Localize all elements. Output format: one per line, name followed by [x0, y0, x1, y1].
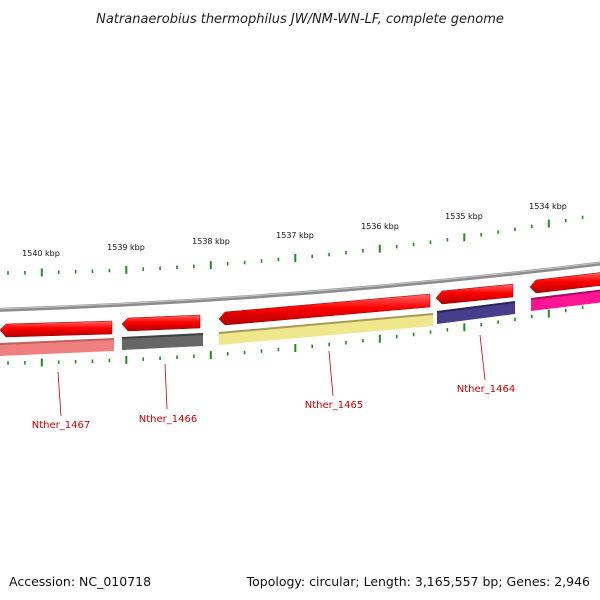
label-line-nther-1465 — [328, 350, 334, 397]
upper-scale-ticks — [7, 215, 584, 277]
tick-label-1540: 1540 kbp — [22, 249, 60, 258]
tick-label-1538: 1538 kbp — [192, 237, 230, 246]
cds-arrow[interactable] — [0, 320, 113, 338]
map-title: Natranaerobius thermophilus JW/NM-WN-LF,… — [96, 12, 504, 27]
tick-label-1535: 1535 kbp — [445, 212, 483, 221]
gene-block-unlabeled[interactable] — [531, 290, 600, 311]
lower-scale-ticks — [7, 305, 584, 367]
gene-block-nther-1464-edge — [436, 301, 516, 313]
tick-label-1536: 1536 kbp — [361, 222, 399, 231]
forward-strand-features — [0, 272, 600, 338]
gene-label-nther-1464[interactable]: Nther_1464 — [457, 384, 515, 395]
cds-arrow[interactable] — [121, 314, 201, 332]
label-line-nther-1466 — [164, 363, 168, 410]
label-line-nther-1467 — [57, 371, 62, 417]
tick-label-1534: 1534 kbp — [529, 202, 567, 211]
cds-arrow[interactable] — [529, 272, 600, 294]
tick-label-1537: 1537 kbp — [276, 231, 314, 240]
gene-block-nther-1466-edge — [121, 333, 204, 339]
gene-label-nther-1467[interactable]: Nther_1467 — [32, 420, 90, 431]
gene-block-nther-1465[interactable] — [219, 314, 433, 345]
accession-text: Accession: NC_010718 — [9, 574, 151, 589]
cds-arrow[interactable] — [435, 283, 514, 305]
genome-backbone — [0, 261, 600, 312]
gene-block-nther-1464[interactable] — [437, 302, 515, 324]
label-line-nther-1464 — [479, 334, 486, 381]
gene-label-nther-1465[interactable]: Nther_1465 — [305, 400, 363, 411]
gene-label-nther-1466[interactable]: Nther_1466 — [139, 414, 197, 425]
scale-labels: 1540 kbp 1539 kbp 1538 kbp 1537 kbp 1536… — [22, 202, 567, 258]
cds-arrow[interactable] — [218, 293, 431, 326]
gene-labels: Nther_1467 Nther_1466 Nther_1465 Nther_1… — [32, 384, 515, 431]
topology-text: Topology: circular; Length: 3,165,557 bp… — [246, 574, 590, 589]
tick-label-1539: 1539 kbp — [107, 243, 145, 252]
reverse-strand-features — [0, 289, 600, 356]
gene-block-unlabeled-edge — [530, 289, 600, 300]
gene-block-nther-1467-edge — [0, 338, 115, 345]
gene-block-nther-1465-edge — [218, 313, 434, 334]
genome-backbone-highlight — [0, 262, 600, 310]
gene-label-lines — [57, 334, 486, 417]
